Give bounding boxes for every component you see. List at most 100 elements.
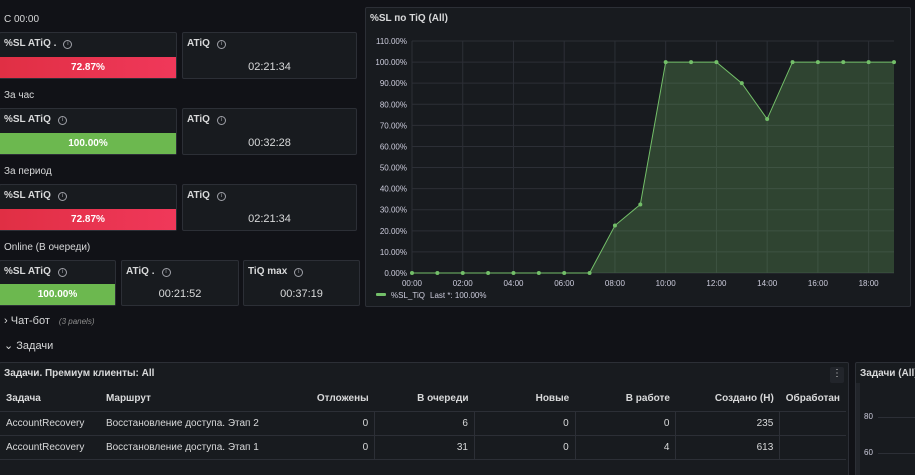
y-tick-label: 80.00% [380, 100, 407, 109]
y-tick-label: 50.00% [380, 164, 407, 173]
x-tick-label: 06:00 [554, 279, 575, 288]
info-icon[interactable]: i [216, 192, 226, 201]
sl-atiq-midnight-panel[interactable]: %SL ATiQ . i 72.87% [0, 32, 177, 79]
data-point [739, 81, 744, 86]
column-header[interactable]: Задача [0, 387, 100, 412]
y-tick-label: 110.00% [376, 37, 407, 46]
table-cell: 613 [675, 435, 781, 460]
panel-menu-icon[interactable]: ⋮ [830, 367, 844, 383]
atiq-hour-panel[interactable]: ATiQ i 00:32:28 [182, 108, 357, 155]
table-cell: AccountRecovery [0, 411, 100, 436]
data-point [892, 60, 896, 65]
data-point [815, 60, 820, 65]
info-icon[interactable]: i [161, 268, 171, 277]
atiq-period-panel[interactable]: ATiQ i 02:21:34 [182, 184, 357, 231]
y-tick-label: 100.00% [375, 58, 407, 67]
row-toggle-tasks[interactable]: ⌄ Задачи [4, 339, 53, 352]
sl-gauge-bar: 72.87% [0, 209, 176, 230]
x-tick-label: 10:00 [656, 279, 677, 288]
atiq-midnight-panel[interactable]: ATiQ i 02:21:34 [182, 32, 357, 79]
info-icon[interactable]: i [57, 268, 67, 277]
series-area [412, 62, 894, 273]
atiq-online-panel[interactable]: ATiQ . i 00:21:52 [121, 260, 239, 306]
x-tick-label: 08:00 [605, 279, 626, 288]
side-panel-scroll-edge [856, 383, 860, 475]
chart-title: %SL по TiQ (All) [370, 13, 448, 24]
info-icon[interactable]: i [294, 268, 304, 277]
data-point [486, 271, 491, 275]
stat-value: 00:32:28 [248, 137, 291, 149]
table-cell: 0 [275, 411, 376, 436]
x-tick-label: 16:00 [808, 279, 829, 288]
data-point [714, 60, 719, 65]
table-header-row: Задача Маршрут Отложены В очереди Новые … [0, 387, 846, 412]
data-point [790, 60, 795, 65]
stat-value: 02:21:34 [248, 213, 291, 225]
column-header[interactable]: В очереди [374, 387, 475, 412]
y-tick-label: 90.00% [380, 79, 407, 88]
column-header[interactable]: Новые [474, 387, 576, 412]
x-tick-label: 04:00 [503, 279, 524, 288]
info-icon[interactable]: i [57, 116, 67, 125]
table-cell: 0 [275, 435, 376, 460]
sl-tiq-chart-panel[interactable]: %SL по TiQ (All) 0.00% 10.00% 20.00% 30.00%… [365, 7, 911, 307]
tasks-table-panel[interactable]: Задачи. Премиум клиенты: All ⋮ Задача Ма… [0, 362, 849, 475]
tiq-max-panel[interactable]: TiQ max i 00:37:19 [243, 260, 360, 306]
x-tick-label: 18:00 [859, 279, 880, 288]
info-icon[interactable]: i [216, 116, 226, 125]
info-icon[interactable]: i [216, 40, 226, 49]
stat-value: 00:21:52 [158, 288, 202, 300]
legend-label: %SL_TiQ [391, 291, 425, 300]
column-header[interactable]: В работе [575, 387, 676, 412]
stat-value: 02:21:34 [248, 61, 291, 73]
table-cell: 0 [575, 411, 677, 436]
table-cell: 6 [374, 411, 475, 436]
sl-atiq-online-panel[interactable]: %SL ATiQ i 100.00% [0, 260, 116, 306]
row-panel-count: (3 panels) [58, 317, 95, 326]
panel-title: ATiQ . [126, 266, 155, 277]
info-icon[interactable]: i [63, 40, 73, 49]
sl-gauge-bar: 72.87% [0, 57, 176, 78]
table-row: AccountRecovery Восстановление доступа. … [0, 411, 846, 436]
panel-title: %SL ATiQ [4, 114, 51, 125]
column-header[interactable]: Обработан [779, 387, 846, 412]
panel-title: %SL ATiQ [4, 266, 51, 277]
table-cell: Восстановление доступа. Этап 2 [99, 411, 276, 436]
table-cell: Восстановление доступа. Этап 1 [99, 435, 276, 460]
table-title: Задачи. Премиум клиенты: All [4, 368, 155, 379]
x-tick-label: 12:00 [706, 279, 727, 288]
table-cell: 4 [575, 435, 677, 460]
panel-title: %SL ATiQ . [4, 38, 57, 49]
chevron-down-icon: ⌄ [4, 340, 14, 352]
table-cell: 235 [675, 411, 781, 436]
y-tick-label: 0.00% [384, 269, 407, 278]
section-label-online: Online (В очереди) [4, 242, 91, 253]
y-tick-label: 60 [864, 448, 873, 457]
sl-gauge-bar: 100.00% [0, 133, 176, 154]
info-icon[interactable]: i [57, 192, 67, 201]
column-header[interactable]: Создано (Н) [675, 387, 780, 412]
stat-value: 00:37:19 [280, 288, 323, 300]
data-point [562, 271, 567, 275]
y-tick-label: 10.00% [380, 248, 407, 257]
row-toggle-chatbot[interactable]: › Чат-бот (3 panels) [4, 315, 95, 327]
data-point [689, 60, 694, 65]
section-label-per-period: За период [4, 166, 52, 177]
x-tick-label: 14:00 [757, 279, 778, 288]
tasks-table: Задача Маршрут Отложены В очереди Новые … [0, 387, 846, 460]
data-point [536, 271, 541, 275]
data-point [638, 202, 643, 207]
table-cell: 0 [474, 435, 576, 460]
sl-atiq-period-panel[interactable]: %SL ATiQ i 72.87% [0, 184, 177, 231]
row-title: Чат-бот [10, 315, 50, 327]
sl-atiq-hour-panel[interactable]: %SL ATiQ i 100.00% [0, 108, 177, 155]
column-header[interactable]: Отложены [275, 387, 375, 412]
panel-title: ATiQ [187, 190, 210, 201]
column-header[interactable]: Маршрут [99, 387, 276, 412]
tasks-side-chart-panel[interactable]: Задачи (All) 80 60 [855, 362, 915, 475]
y-tick-label: 80 [864, 412, 873, 421]
x-tick-label: 00:00 [402, 279, 423, 288]
panel-title: ATiQ [187, 38, 210, 49]
data-point [612, 223, 617, 228]
gridline [878, 453, 915, 454]
